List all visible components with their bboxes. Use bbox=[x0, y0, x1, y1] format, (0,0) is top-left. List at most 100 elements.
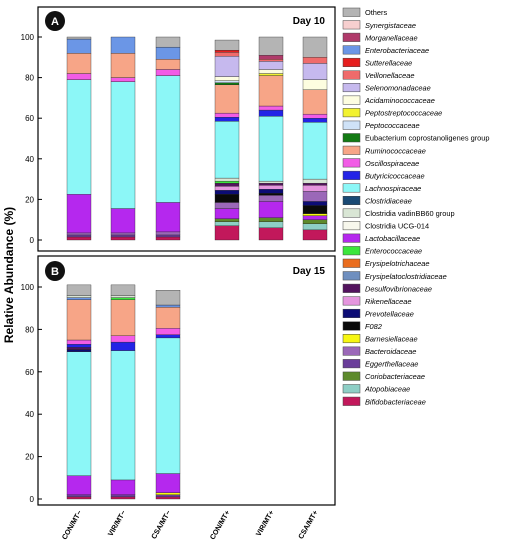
legend-item-bacteroidaceae: Bacteroidaceae bbox=[342, 346, 416, 356]
legend-swatch bbox=[342, 283, 361, 293]
legend-item-clostridiaceae: Clostridiaceae bbox=[342, 196, 412, 205]
legend-item-f082: F082 bbox=[342, 321, 382, 331]
segment-f082 bbox=[214, 194, 240, 203]
panel-day-15: B Day 15 0 20 40 60 80 100 bbox=[21, 255, 336, 506]
legend-label: Selenomonadaceae bbox=[365, 84, 431, 93]
segment-lachnospiraceae bbox=[110, 81, 136, 209]
segment-others bbox=[258, 36, 284, 56]
segment-ruminococcaceae bbox=[258, 75, 284, 107]
segment-lactobacillaceae bbox=[302, 215, 328, 220]
x-tick-label: CON/MT+ bbox=[208, 509, 232, 542]
segment-bacteroidaceae bbox=[66, 232, 92, 236]
segment-lachnospiraceae bbox=[258, 115, 284, 182]
panel-label-b: B bbox=[51, 266, 59, 278]
segment-oscillospiraceae bbox=[258, 105, 284, 111]
legend-swatch bbox=[342, 221, 361, 231]
segment-clostridia-vadinbb60-group bbox=[110, 295, 136, 298]
legend-item-bifidobacteriaceae: Bifidobacteriaceae bbox=[342, 396, 426, 406]
legend-label: Bifidobacteriaceae bbox=[365, 397, 426, 406]
legend-label: Butyricicoccaceae bbox=[365, 171, 425, 180]
segment-eggerthellaceae bbox=[66, 494, 92, 498]
segment-others bbox=[302, 36, 328, 58]
legend-label: Erysipelotrichaceae bbox=[365, 259, 430, 268]
segment-lactobacillaceae bbox=[155, 202, 181, 233]
bar-con-mt-a bbox=[66, 36, 92, 241]
panel-label-a: A bbox=[51, 16, 59, 28]
segment-lactobacillaceae bbox=[110, 479, 136, 495]
legend-item-ruminococcaceae: Ruminococcaceae bbox=[342, 145, 426, 155]
legend-label: Eggerthellaceae bbox=[365, 360, 418, 369]
segment-lactobacillaceae bbox=[258, 201, 284, 218]
legend-item-acidaminococcaceae: Acidaminococcaceae bbox=[342, 95, 435, 105]
segment-bacteroidaceae bbox=[110, 232, 136, 236]
segment-selenomonadaceae bbox=[214, 56, 240, 77]
segment-bifidobacteriaceae bbox=[110, 236, 136, 241]
legend-swatch bbox=[342, 45, 361, 55]
legend-label: Lachnospiraceae bbox=[365, 184, 421, 193]
legend-swatch bbox=[342, 170, 361, 180]
legend-label: Atopobiaceae bbox=[364, 385, 410, 394]
segment-f082 bbox=[302, 205, 328, 214]
segment-lactobacillaceae bbox=[66, 475, 92, 495]
legend-item-butyricicoccaceae: Butyricicoccaceae bbox=[342, 170, 425, 180]
x-tick-label: CON/MT− bbox=[60, 509, 84, 542]
legend-item-sutterellaceae: Sutterellaceae bbox=[342, 57, 412, 67]
legend-swatch bbox=[342, 158, 361, 168]
segment-oscillospiraceae bbox=[66, 339, 92, 345]
segment-veillonellaceae bbox=[214, 52, 240, 57]
y-tick-label: 0 bbox=[30, 236, 35, 245]
legend-label: Rikenellaceae bbox=[365, 297, 411, 306]
legend-label: Enterococcaceae bbox=[365, 247, 422, 256]
segment-eggerthellaceae bbox=[110, 494, 136, 498]
y-tick-label: 40 bbox=[25, 410, 34, 419]
segment-acidaminococcaceae bbox=[214, 76, 240, 81]
segment-bifidobacteriaceae bbox=[110, 496, 136, 500]
segment-bacteroidaceae bbox=[302, 191, 328, 202]
legend-swatch bbox=[342, 120, 361, 130]
segment-selenomonadaceae bbox=[302, 63, 328, 80]
legend-label: Coriobacteriaceae bbox=[365, 372, 425, 381]
segment-rikenellaceae bbox=[302, 185, 328, 192]
segment-oscillospiraceae bbox=[214, 112, 240, 118]
legend-item-prevotellaceae: Prevotellaceae bbox=[342, 308, 414, 318]
legend-label: Sutterellaceae bbox=[365, 58, 412, 67]
legend-item-eubacterium-coprostanoligenes-group: Eubacterium coprostanoligenes group bbox=[342, 133, 490, 143]
legend-swatch bbox=[342, 308, 361, 318]
legend-label: Clostridia vadinBB60 group bbox=[365, 209, 455, 218]
segment-desulfovibrionaceae bbox=[258, 182, 284, 186]
y-tick-label: 40 bbox=[25, 155, 34, 164]
bars-day-15 bbox=[66, 284, 181, 500]
segment-morganellaceae bbox=[258, 55, 284, 60]
legend-label: Eubacterium coprostanoligenes group bbox=[365, 134, 490, 143]
segment-ruminococcaceae bbox=[214, 84, 240, 114]
segment-lactobacillaceae bbox=[155, 473, 181, 493]
legend-item-peptostreptococcaceae: Peptostreptococcaceae bbox=[342, 108, 442, 118]
segment-enterobacteriaceae bbox=[155, 46, 181, 60]
legend-swatch bbox=[342, 183, 361, 193]
segment-bifidobacteriaceae bbox=[302, 229, 328, 241]
legend-swatch bbox=[342, 384, 361, 394]
segment-peptococcaceae bbox=[214, 80, 240, 83]
legend-label: F082 bbox=[365, 322, 382, 331]
legend-item-morganellaceae: Morganellaceae bbox=[342, 32, 418, 42]
segment-clostridia-vadinbb60-group bbox=[66, 295, 92, 298]
legend-item-desulfovibrionaceae: Desulfovibrionaceae bbox=[342, 283, 432, 293]
segment-atopobiaceae bbox=[214, 221, 240, 226]
legend-item-lachnospiraceae: Lachnospiraceae bbox=[342, 183, 421, 193]
legend-item-others: Others bbox=[342, 7, 387, 17]
segment-ruminococcaceae bbox=[155, 306, 181, 329]
segment-butyricicoccaceae bbox=[214, 117, 240, 122]
segment-others bbox=[110, 284, 136, 296]
segment-others bbox=[66, 36, 92, 40]
legend-label: Clostridia UCG-014 bbox=[365, 222, 429, 231]
segment-prevotellaceae bbox=[66, 349, 92, 352]
segment-prevotellaceae bbox=[258, 189, 284, 194]
legend-label: Peptococcaceae bbox=[365, 121, 420, 130]
legend-item-barnesiellaceae: Barnesiellaceae bbox=[342, 334, 418, 344]
segment-ruminococcaceae bbox=[155, 59, 181, 70]
legend-swatch bbox=[342, 20, 361, 30]
segment-butyricicoccaceae bbox=[258, 109, 284, 117]
legend-item-clostridia-vadinbb60-group: Clostridia vadinBB60 group bbox=[342, 208, 455, 218]
legend-swatch bbox=[342, 83, 361, 93]
legend-item-enterococcaceae: Enterococcaceae bbox=[342, 246, 422, 256]
